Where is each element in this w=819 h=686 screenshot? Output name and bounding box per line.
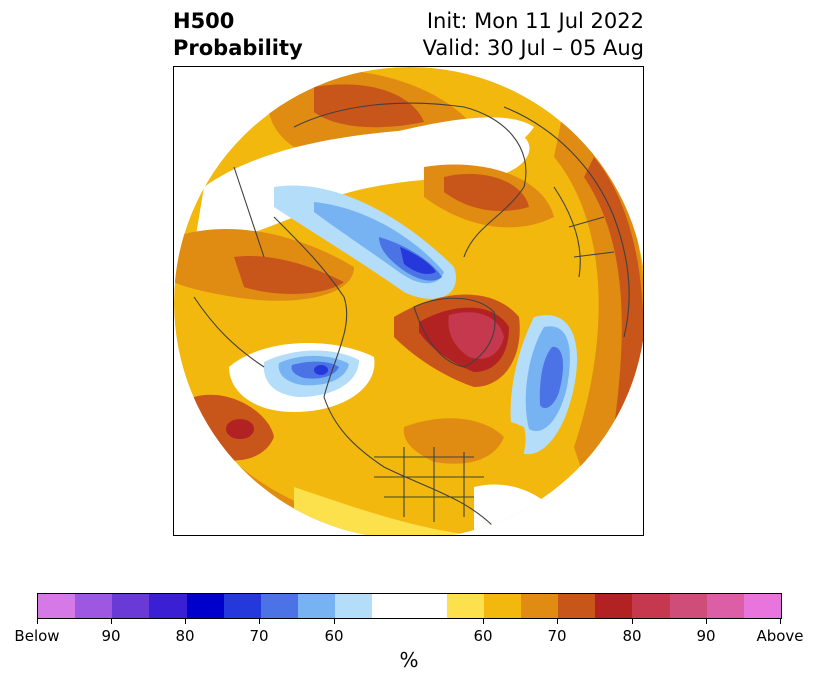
contour-below-90-canada bbox=[314, 365, 328, 375]
colorbar-tickmark bbox=[185, 619, 186, 624]
title-init-date: Init: Mon 11 Jul 2022 bbox=[426, 9, 644, 33]
colorbar-tick-label: 80 bbox=[622, 627, 642, 645]
contour-greenland-crimson bbox=[448, 312, 504, 359]
contour-south-yellow bbox=[294, 487, 504, 535]
colorbar-tickmark bbox=[259, 619, 260, 624]
colorbar-below-bin bbox=[112, 594, 150, 618]
colorbar-above-bin bbox=[632, 594, 670, 618]
colorbar-tick-label: 70 bbox=[249, 627, 269, 645]
colorbar-above-bin bbox=[706, 594, 744, 618]
colorbar-unit-label: % bbox=[399, 648, 419, 672]
colorbar-tickmark bbox=[334, 619, 335, 624]
colorbar-tickmark bbox=[557, 619, 558, 624]
colorbar-below-bin bbox=[149, 594, 187, 618]
colorbar-tickmark bbox=[706, 619, 707, 624]
title-variable: H500 bbox=[173, 9, 235, 33]
colorbar-tick-label: Below bbox=[14, 627, 60, 645]
colorbar-above-bin bbox=[595, 594, 633, 618]
colorbar-below-bin bbox=[75, 594, 113, 618]
colorbar-tickmark bbox=[37, 619, 38, 624]
colorbar-below-bin bbox=[260, 594, 299, 618]
colorbar-above-bin bbox=[483, 594, 522, 618]
contour-below-80-atlantic bbox=[539, 346, 564, 409]
title-valid-range: Valid: 30 Jul – 05 Aug bbox=[422, 36, 644, 60]
contour-pacific-rust bbox=[234, 256, 344, 294]
contour-east-rust bbox=[584, 157, 643, 447]
polar-stereographic-map bbox=[174, 67, 643, 535]
colorbar-tickmark bbox=[780, 619, 781, 624]
colorbar-tick-label: Above bbox=[756, 627, 804, 645]
colorbar-tickmark bbox=[483, 619, 484, 624]
colorbar-below-bin bbox=[298, 594, 336, 618]
colorbar-above-bin bbox=[446, 594, 484, 618]
colorbar-above-bin bbox=[669, 594, 707, 618]
colorbar-neutral-bin bbox=[372, 594, 447, 618]
colorbar-tickmark bbox=[632, 619, 633, 624]
colorbar-below-bin bbox=[335, 594, 373, 618]
contour-neutral-arctic bbox=[374, 117, 534, 167]
chart-title-left: H500 Probability bbox=[173, 8, 303, 62]
contour-neutral-south bbox=[474, 484, 574, 535]
colorbar-above-bin bbox=[521, 594, 559, 618]
colorbar-above-bin bbox=[743, 594, 782, 618]
colorbar-tick-label: 70 bbox=[547, 627, 567, 645]
contour-europe-rust bbox=[444, 173, 529, 212]
colorbar-tick-label: 60 bbox=[473, 627, 493, 645]
colorbar-above-bin bbox=[558, 594, 596, 618]
title-product: Probability bbox=[173, 36, 303, 60]
colorbar bbox=[37, 593, 782, 619]
colorbar-below-bin bbox=[38, 594, 76, 618]
probability-map bbox=[173, 66, 644, 536]
colorbar-tick-label: 80 bbox=[175, 627, 195, 645]
contour-below-90-north bbox=[400, 247, 436, 275]
chart-title-right: Init: Mon 11 Jul 2022 Valid: 30 Jul – 05… bbox=[423, 8, 644, 62]
colorbar-tickmark bbox=[111, 619, 112, 624]
colorbar-below-bin bbox=[186, 594, 224, 618]
contour-northpacific-red bbox=[226, 419, 254, 439]
coastlines bbox=[193, 102, 630, 528]
contour-eastcoast-orange bbox=[403, 418, 504, 464]
colorbar-below-bin bbox=[223, 594, 261, 618]
colorbar-tick-label: 90 bbox=[696, 627, 716, 645]
colorbar-tick-label: 60 bbox=[324, 627, 344, 645]
colorbar-tick-label: 90 bbox=[101, 627, 121, 645]
